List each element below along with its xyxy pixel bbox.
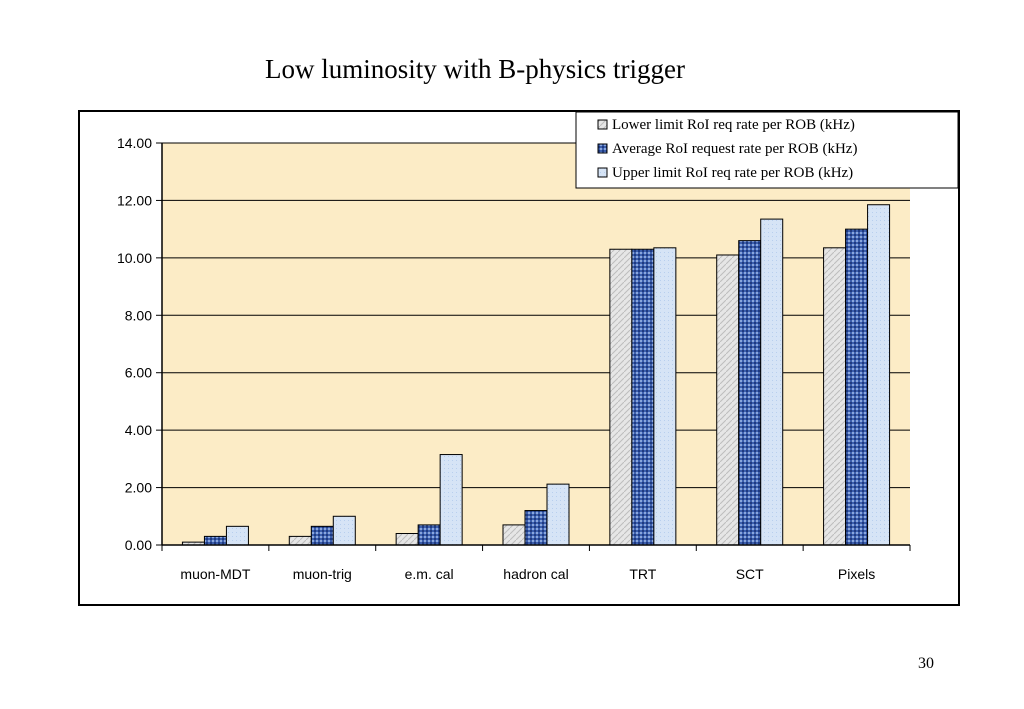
bar-3-1 — [225, 525, 249, 546]
bar-2-6 — [738, 240, 762, 546]
legend-swatch — [597, 167, 608, 178]
plot-area — [162, 143, 910, 545]
bar-1-4 — [502, 524, 526, 546]
x-tick-label: hadron cal — [503, 566, 568, 582]
y-tick-label: 14.00 — [117, 135, 152, 151]
y-tick-label: 8.00 — [125, 307, 152, 323]
bar-3-2 — [332, 515, 356, 546]
bar-1-2 — [288, 535, 312, 546]
y-tick-label: 0.00 — [125, 537, 152, 553]
y-tick-label: 4.00 — [125, 422, 152, 438]
x-tick-label: TRT — [629, 566, 656, 582]
y-tick-label: 12.00 — [117, 192, 152, 208]
x-tick-label: Pixels — [838, 566, 875, 582]
bar-3-6 — [760, 218, 784, 546]
page-number: 30 — [918, 655, 934, 672]
x-tick-label: muon-trig — [293, 566, 352, 582]
bar-3-3 — [439, 454, 463, 546]
x-tick-label: muon-MDT — [180, 566, 250, 582]
bar-2-1 — [203, 535, 227, 546]
legend-label: Upper limit RoI req rate per ROB (kHz) — [612, 165, 853, 181]
bar-2-7 — [845, 228, 869, 546]
bar-3-7 — [867, 204, 891, 546]
bar-2-3 — [417, 524, 441, 546]
x-tick-label: SCT — [736, 566, 764, 582]
legend-box — [575, 111, 959, 189]
bar-1-6 — [716, 254, 740, 546]
bar-1-5 — [609, 248, 633, 546]
slide-title: Low luminosity with B-physics trigger — [265, 54, 685, 84]
bar-3-5 — [653, 247, 677, 546]
y-tick-label: 10.00 — [117, 250, 152, 266]
legend-label: Lower limit RoI req rate per ROB (kHz) — [612, 117, 855, 133]
bar-1-3 — [395, 533, 419, 546]
bar-3-4 — [546, 483, 570, 546]
legend-label: Average RoI request rate per ROB (kHz) — [612, 141, 857, 157]
bar-2-5 — [631, 248, 655, 546]
y-tick-label: 2.00 — [125, 480, 152, 496]
bar-2-2 — [310, 525, 334, 546]
bar-1-7 — [823, 247, 847, 546]
x-tick-label: e.m. cal — [405, 566, 454, 582]
legend-swatch — [597, 143, 608, 154]
bar-2-4 — [524, 510, 548, 546]
legend-swatch — [597, 119, 608, 130]
legend: Lower limit RoI req rate per ROB (kHz) Av… — [575, 111, 959, 189]
y-tick-label: 6.00 — [125, 365, 152, 381]
